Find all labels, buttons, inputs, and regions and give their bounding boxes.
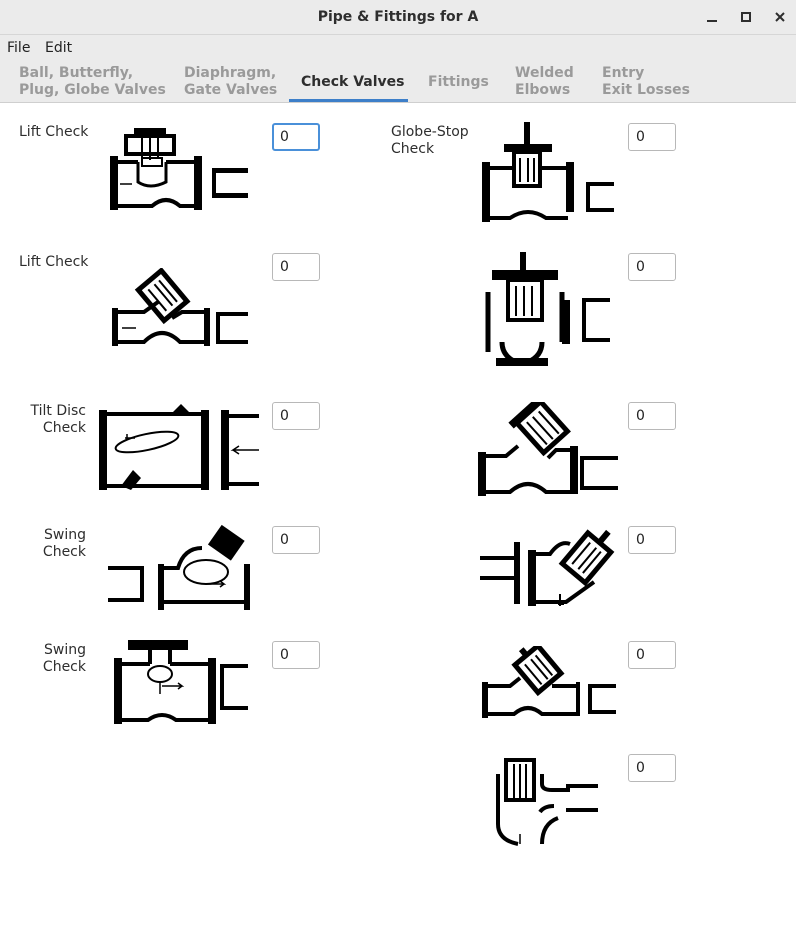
active-tab-indicator <box>289 99 408 102</box>
menu-file[interactable]: File <box>7 40 31 56</box>
globe-stop-check-input-1[interactable] <box>628 123 676 151</box>
tilt-disc-check-valve-image <box>97 404 261 494</box>
tab-fittings[interactable]: Fittings <box>428 74 489 90</box>
minimize-icon <box>707 20 717 22</box>
tab-welded-elbows[interactable]: Welded Elbows <box>515 65 574 98</box>
tab-check-valves[interactable]: Check Valves <box>301 74 405 90</box>
label-globe-stop-check: Globe-Stop Check <box>391 124 469 157</box>
tab-bar: Ball, Butterfly, Plug, Globe Valves Diap… <box>0 61 796 103</box>
swing-check-valve-image-2 <box>110 640 250 726</box>
tab-entry-exit-losses[interactable]: Entry Exit Losses <box>602 65 690 98</box>
label-swing-check-1: Swing Check <box>42 527 86 560</box>
close-icon <box>775 12 785 22</box>
label-lift-check-1: Lift Check <box>19 124 89 140</box>
angle-check-input-2[interactable] <box>628 754 676 782</box>
lift-check-valve-image-1 <box>108 126 250 214</box>
menu-bar: File Edit <box>0 35 796 61</box>
minimize-button[interactable] <box>700 5 724 29</box>
tab-diaphragm-gate[interactable]: Diaphragm, Gate Valves <box>184 65 278 98</box>
close-button[interactable] <box>768 5 792 29</box>
globe-stop-check-valve-image-1 <box>480 122 616 224</box>
angle-check-input-1[interactable] <box>628 526 676 554</box>
label-tilt-disc-check: Tilt Disc Check <box>30 403 86 436</box>
angle-check-valve-image-2 <box>494 754 602 846</box>
swing-check-valve-image-1 <box>106 524 254 612</box>
window-title: Pipe & Fittings for A <box>317 9 479 25</box>
tab-ball-butterfly[interactable]: Ball, Butterfly, Plug, Globe Valves <box>19 65 166 98</box>
lift-check-input-1[interactable] <box>272 123 320 151</box>
label-swing-check-2: Swing Check <box>42 642 86 675</box>
title-bar: Pipe & Fittings for A <box>0 0 796 35</box>
lift-check-input-2[interactable] <box>272 253 320 281</box>
tilt-disc-check-input[interactable] <box>272 402 320 430</box>
lift-check-valve-image-2 <box>110 268 250 348</box>
y-pattern-check-valve-image-1 <box>476 402 620 498</box>
menu-edit[interactable]: Edit <box>45 40 73 56</box>
swing-check-input-2[interactable] <box>272 641 320 669</box>
swing-check-input-1[interactable] <box>272 526 320 554</box>
maximize-button[interactable] <box>734 5 758 29</box>
y-pattern-check-input-2[interactable] <box>628 641 676 669</box>
globe-stop-check-valve-image-2 <box>482 252 612 370</box>
angle-check-valve-image-1 <box>478 524 620 610</box>
label-lift-check-2: Lift Check <box>19 254 89 270</box>
y-pattern-check-input-1[interactable] <box>628 402 676 430</box>
maximize-icon <box>741 12 751 22</box>
y-pattern-check-valve-image-2 <box>480 646 618 720</box>
globe-stop-check-input-2[interactable] <box>628 253 676 281</box>
